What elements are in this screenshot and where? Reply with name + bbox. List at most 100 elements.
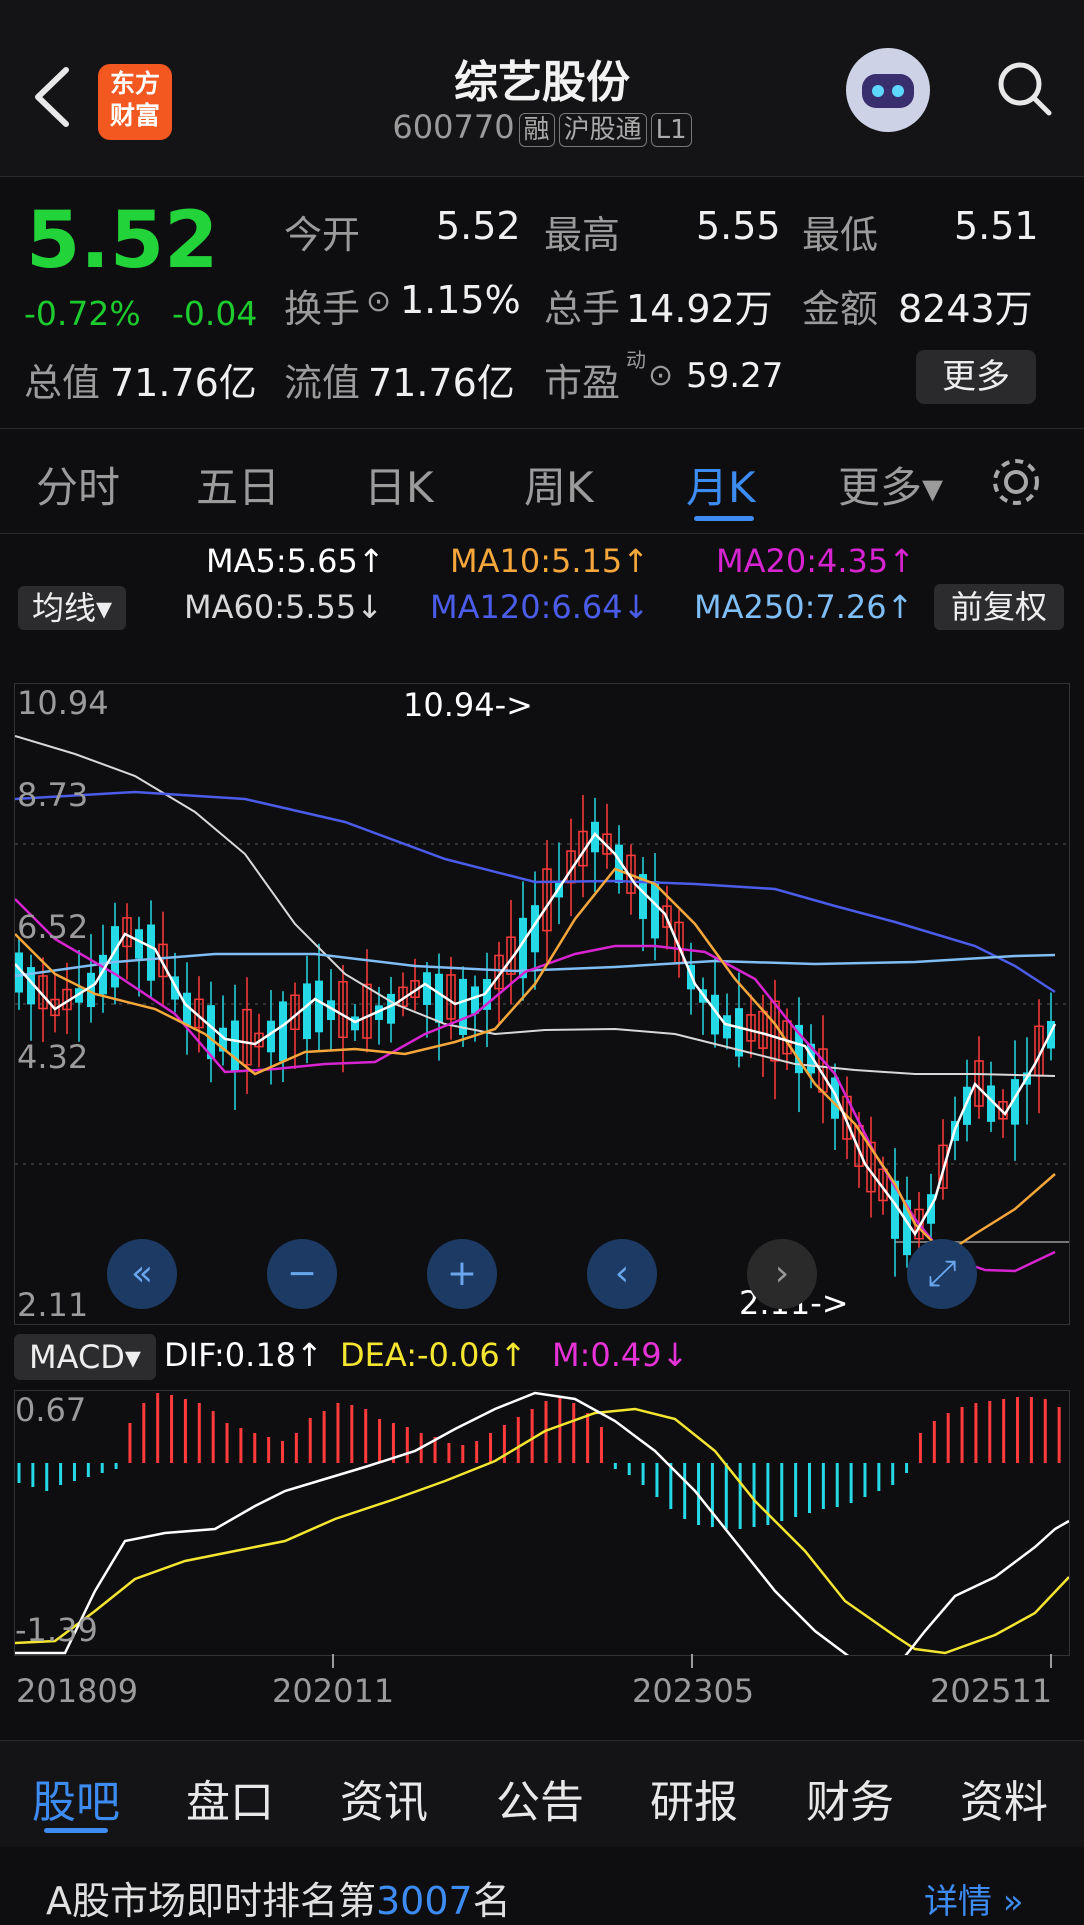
zoom-out-icon[interactable]: −	[267, 1239, 337, 1309]
assistant-avatar-icon[interactable]	[846, 48, 930, 132]
candle-body	[15, 952, 23, 993]
candle-body	[435, 973, 443, 1023]
candle-body	[135, 929, 143, 959]
candle-body	[99, 954, 107, 995]
macd-chart[interactable]: 0.67 -1.39	[14, 1390, 1070, 1671]
ma5-line	[14, 832, 1057, 1237]
candle-body	[362, 983, 372, 1039]
turnover-value: 1.15%	[400, 278, 521, 322]
candle-body	[207, 1005, 215, 1060]
tab-monthly-k[interactable]: 月K	[686, 463, 756, 512]
tab-profile[interactable]: 资料	[960, 1777, 1048, 1828]
mktcap-label: 总值	[24, 361, 101, 405]
candle-body	[231, 1020, 239, 1071]
candle-body	[219, 1027, 227, 1052]
macd-selector[interactable]: MACD▾	[14, 1334, 156, 1380]
kline-chart[interactable]: 10.94 8.73 6.52 4.32 2.11 10.94-> 2.11->…	[14, 683, 1070, 1325]
tab-intraday[interactable]: 分时	[36, 463, 121, 512]
ma5-value: MA5:5.65↑	[206, 542, 385, 580]
indicator-selector[interactable]: 均线▾	[18, 586, 126, 630]
candle-body	[87, 972, 95, 1008]
turnover-label: 换手	[284, 287, 361, 331]
amount-value: 8243万	[898, 287, 1033, 331]
pe-superscript: 动	[626, 348, 646, 372]
ma250-value: MA250:7.26↑	[694, 588, 914, 626]
candle-body	[183, 992, 191, 1026]
volume-value: 14.92万	[626, 287, 773, 331]
candle-body	[938, 1144, 948, 1189]
candle-body	[387, 993, 395, 1024]
candle-body	[578, 830, 588, 867]
adjust-button[interactable]: 前复权	[934, 584, 1064, 630]
tab-daily-k[interactable]: 日K	[364, 463, 434, 512]
ma120-value: MA120:6.64↓	[430, 588, 650, 626]
info-icon[interactable]: ⊙	[366, 284, 392, 319]
max-marker: 10.94->	[403, 686, 533, 724]
tab-weekly-k[interactable]: 周K	[524, 463, 594, 512]
macd-y-top: 0.67	[15, 1391, 87, 1429]
tab-guba[interactable]: 股吧	[32, 1777, 120, 1828]
tab-finance[interactable]: 财务	[806, 1777, 894, 1828]
candle-body	[267, 1020, 275, 1053]
ma10-line	[14, 867, 1056, 1256]
more-quote-button[interactable]: 更多	[916, 350, 1036, 404]
candle-body	[795, 1024, 803, 1074]
bottom-tabs	[0, 1740, 1084, 1847]
tab-five-day[interactable]: 五日	[196, 463, 281, 512]
tab-news[interactable]: 资讯	[340, 1777, 428, 1828]
macd-dif: DIF:0.18↑	[164, 1336, 323, 1374]
open-value: 5.52	[436, 204, 521, 248]
candle-body	[927, 1194, 935, 1224]
tab-more[interactable]: 更多▾	[838, 463, 944, 512]
back-arrow-icon[interactable]	[30, 62, 78, 132]
candle-body	[423, 972, 431, 1005]
stock-name: 综艺股份	[454, 57, 630, 108]
candle-body	[147, 924, 155, 981]
period-tabs	[0, 428, 1084, 534]
ma60-line	[14, 735, 1056, 1077]
candle-body	[987, 1085, 995, 1122]
settings-gear-icon[interactable]	[988, 454, 1044, 510]
rank-number: 3007	[376, 1879, 473, 1923]
ma250-line	[14, 952, 1056, 978]
x-label-2: 202011	[272, 1672, 395, 1710]
macd-dea: DEA:-0.06↑	[340, 1336, 527, 1374]
candle-body	[242, 1008, 252, 1066]
x-label-1: 201809	[16, 1672, 139, 1710]
candle-body	[746, 1014, 756, 1042]
candle-body	[831, 1077, 839, 1119]
y-label-2: 8.73	[17, 776, 89, 814]
mktcap-value: 71.76亿	[110, 361, 257, 405]
tab-announcements[interactable]: 公告	[496, 1777, 584, 1828]
tab-orderbook[interactable]: 盘口	[186, 1777, 274, 1828]
search-icon[interactable]	[994, 58, 1054, 118]
x-tick-4	[1050, 1654, 1052, 1668]
x-label-3: 202305	[632, 1672, 755, 1710]
candle-body	[315, 980, 323, 1033]
pe-value: 59.27	[686, 356, 784, 396]
candle-body	[279, 1001, 287, 1062]
candle-body	[471, 986, 479, 1014]
y-label-top: 10.94	[17, 684, 109, 722]
candle-body	[963, 1086, 971, 1125]
scroll-left-fast-icon[interactable]: «	[107, 1239, 177, 1309]
scroll-left-icon[interactable]: ‹	[587, 1239, 657, 1309]
zoom-in-icon[interactable]: +	[427, 1239, 497, 1309]
tab-research[interactable]: 研报	[650, 1777, 738, 1828]
candle-body	[1011, 1079, 1019, 1125]
y-label-4: 4.32	[17, 1038, 89, 1076]
pe-info-icon[interactable]: ⊙	[648, 358, 674, 393]
candle-body	[519, 917, 527, 979]
pe-label: 市盈	[544, 361, 621, 405]
candle-body	[531, 905, 539, 953]
macd-y-bottom: -1.39	[15, 1611, 98, 1649]
rank-detail-link[interactable]: 详情 »	[924, 1882, 1024, 1922]
candle-body	[158, 943, 168, 978]
change-percent: -0.72%	[24, 294, 141, 333]
fullscreen-icon[interactable]: ⤢	[907, 1239, 977, 1309]
scroll-right-icon[interactable]: ›	[747, 1239, 817, 1309]
candle-body	[122, 917, 132, 948]
candle-body	[723, 1015, 731, 1039]
candle-body	[27, 967, 35, 1005]
volume-label: 总手	[544, 287, 621, 331]
